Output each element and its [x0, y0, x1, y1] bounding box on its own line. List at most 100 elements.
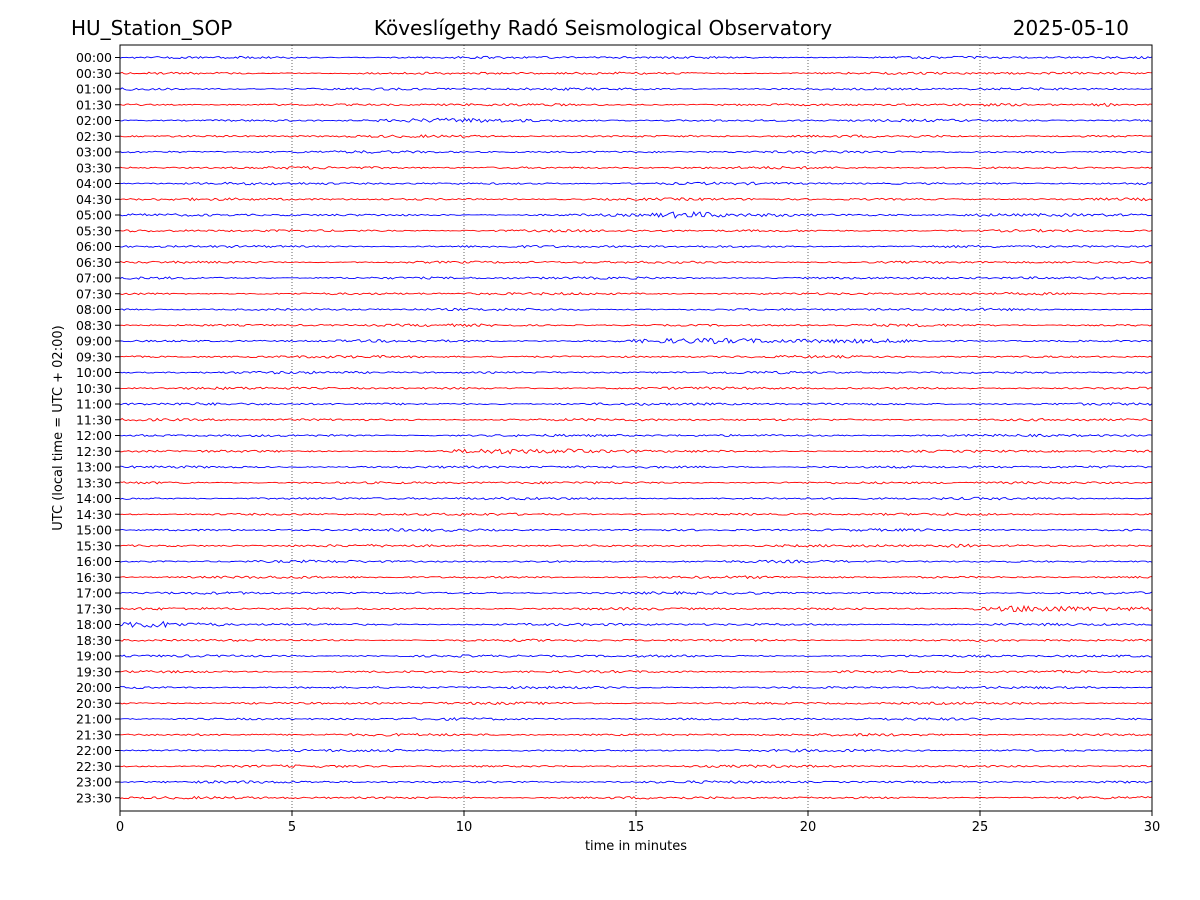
- trace-2300: [119, 780, 1153, 784]
- y-tick-label: 05:00: [76, 208, 112, 223]
- y-tick-label: 19:00: [76, 649, 112, 664]
- y-tick-label: 11:30: [76, 412, 112, 427]
- y-axis-label: UTC (local time = UTC + 02:00): [51, 325, 66, 530]
- y-tick-label: 14:30: [76, 507, 112, 522]
- x-tick-label: 25: [972, 820, 989, 835]
- trace-0200: [119, 117, 1153, 123]
- y-tick-label: 18:30: [76, 633, 112, 648]
- y-tick-label: 02:30: [76, 129, 112, 144]
- x-tick-label: 30: [1144, 820, 1161, 835]
- trace-2000: [119, 685, 1153, 690]
- trace-0530: [119, 228, 1153, 233]
- y-tick-label: 04:00: [76, 176, 112, 191]
- trace-1930: [119, 670, 1153, 674]
- y-tick-label: 22:30: [76, 759, 112, 774]
- y-tick-label: 12:30: [76, 444, 112, 459]
- trace-0230: [119, 134, 1153, 139]
- trace-1630: [119, 575, 1153, 580]
- trace-1030: [119, 386, 1153, 391]
- y-tick-label: 00:30: [76, 66, 112, 81]
- trace-1900: [119, 654, 1153, 658]
- observatory-title: Köveslígethy Radó Seismological Observat…: [373, 16, 833, 40]
- trace-1600: [119, 559, 1153, 564]
- y-tick-label: 01:30: [76, 97, 112, 112]
- y-tick-label: 09:00: [76, 334, 112, 349]
- trace-0000: [119, 55, 1153, 60]
- x-tick-label: 0: [116, 820, 124, 835]
- y-tick-label: 14:00: [76, 491, 112, 506]
- y-tick-label: 15:00: [76, 523, 112, 538]
- trace-1200: [119, 433, 1153, 438]
- x-tick-label: 10: [456, 820, 473, 835]
- trace-1130: [119, 417, 1153, 422]
- trace-0730: [119, 291, 1153, 296]
- trace-1700: [119, 590, 1153, 596]
- y-tick-label: 13:00: [76, 460, 112, 475]
- y-tick-label: 08:00: [76, 302, 112, 317]
- y-tick-label: 20:30: [76, 696, 112, 711]
- trace-2330: [119, 795, 1153, 800]
- y-tick-label: 00:00: [76, 50, 112, 65]
- trace-2230: [119, 764, 1153, 769]
- trace-2130: [119, 732, 1153, 737]
- trace-0030: [119, 71, 1153, 75]
- y-tick-label: 03:00: [76, 145, 112, 160]
- x-axis-label: time in minutes: [585, 839, 687, 854]
- trace-0500: [119, 211, 1153, 219]
- y-tick-label: 07:30: [76, 286, 112, 301]
- trace-0930: [119, 354, 1153, 359]
- trace-0900: [119, 337, 1153, 345]
- x-axis: 0 5 10 15 20 25 30: [116, 811, 1160, 835]
- y-tick-label: 11:00: [76, 397, 112, 412]
- trace-1230: [119, 448, 1153, 455]
- trace-1000: [119, 370, 1153, 375]
- y-tick-label: 10:00: [76, 365, 112, 380]
- y-tick-label: 09:30: [76, 349, 112, 364]
- x-tick-label: 5: [288, 820, 296, 835]
- record-date: 2025-05-10: [1012, 16, 1129, 40]
- trace-2030: [119, 701, 1153, 706]
- station-name: HU_Station_SOP: [71, 16, 233, 40]
- y-tick-label: 06:00: [76, 239, 112, 254]
- trace-1730: [119, 604, 1153, 613]
- y-tick-label: 16:00: [76, 554, 112, 569]
- y-axis: 00:0000:3001:0001:3002:0002:3003:0003:30…: [76, 50, 120, 805]
- y-tick-label: 22:00: [76, 743, 112, 758]
- trace-1500: [119, 528, 1153, 532]
- y-tick-label: 03:30: [76, 160, 112, 175]
- y-tick-label: 10:30: [76, 381, 112, 396]
- y-tick-label: 12:00: [76, 428, 112, 443]
- trace-2100: [119, 717, 1153, 721]
- y-tick-label: 17:00: [76, 586, 112, 601]
- trace-1330: [119, 480, 1153, 485]
- trace-0800: [119, 307, 1153, 312]
- y-tick-label: 05:30: [76, 223, 112, 238]
- trace-0400: [119, 181, 1153, 186]
- trace-0130: [119, 102, 1153, 107]
- trace-0100: [119, 87, 1153, 91]
- y-tick-label: 21:00: [76, 712, 112, 727]
- y-tick-label: 20:00: [76, 680, 112, 695]
- trace-1100: [119, 402, 1153, 406]
- y-tick-label: 01:00: [76, 82, 112, 97]
- y-tick-label: 19:30: [76, 664, 112, 679]
- trace-1430: [119, 512, 1153, 517]
- y-tick-label: 04:30: [76, 192, 112, 207]
- trace-1400: [119, 496, 1153, 501]
- x-tick-label: 15: [628, 820, 645, 835]
- y-tick-label: 13:30: [76, 475, 112, 490]
- plot-area: [120, 45, 1152, 811]
- trace-1300: [119, 465, 1153, 469]
- y-tick-label: 21:30: [76, 727, 112, 742]
- trace-lines: [119, 55, 1153, 800]
- y-tick-label: 18:00: [76, 617, 112, 632]
- trace-0330: [119, 165, 1153, 170]
- y-tick-label: 23:30: [76, 790, 112, 805]
- x-tick-label: 20: [800, 820, 817, 835]
- y-tick-label: 06:30: [76, 255, 112, 270]
- trace-0830: [119, 323, 1153, 328]
- y-tick-label: 07:00: [76, 271, 112, 286]
- trace-0600: [119, 244, 1153, 249]
- y-tick-label: 23:00: [76, 775, 112, 790]
